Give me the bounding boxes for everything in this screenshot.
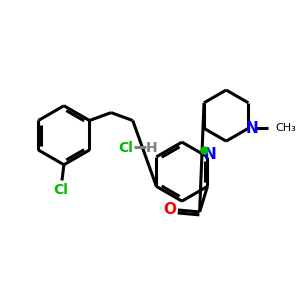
Text: N: N — [204, 147, 217, 162]
Text: Cl: Cl — [53, 183, 68, 197]
Text: O: O — [164, 202, 177, 217]
Text: H: H — [146, 141, 157, 155]
Text: CH₃: CH₃ — [276, 123, 297, 134]
Text: N: N — [246, 121, 259, 136]
Text: Cl: Cl — [118, 141, 133, 155]
